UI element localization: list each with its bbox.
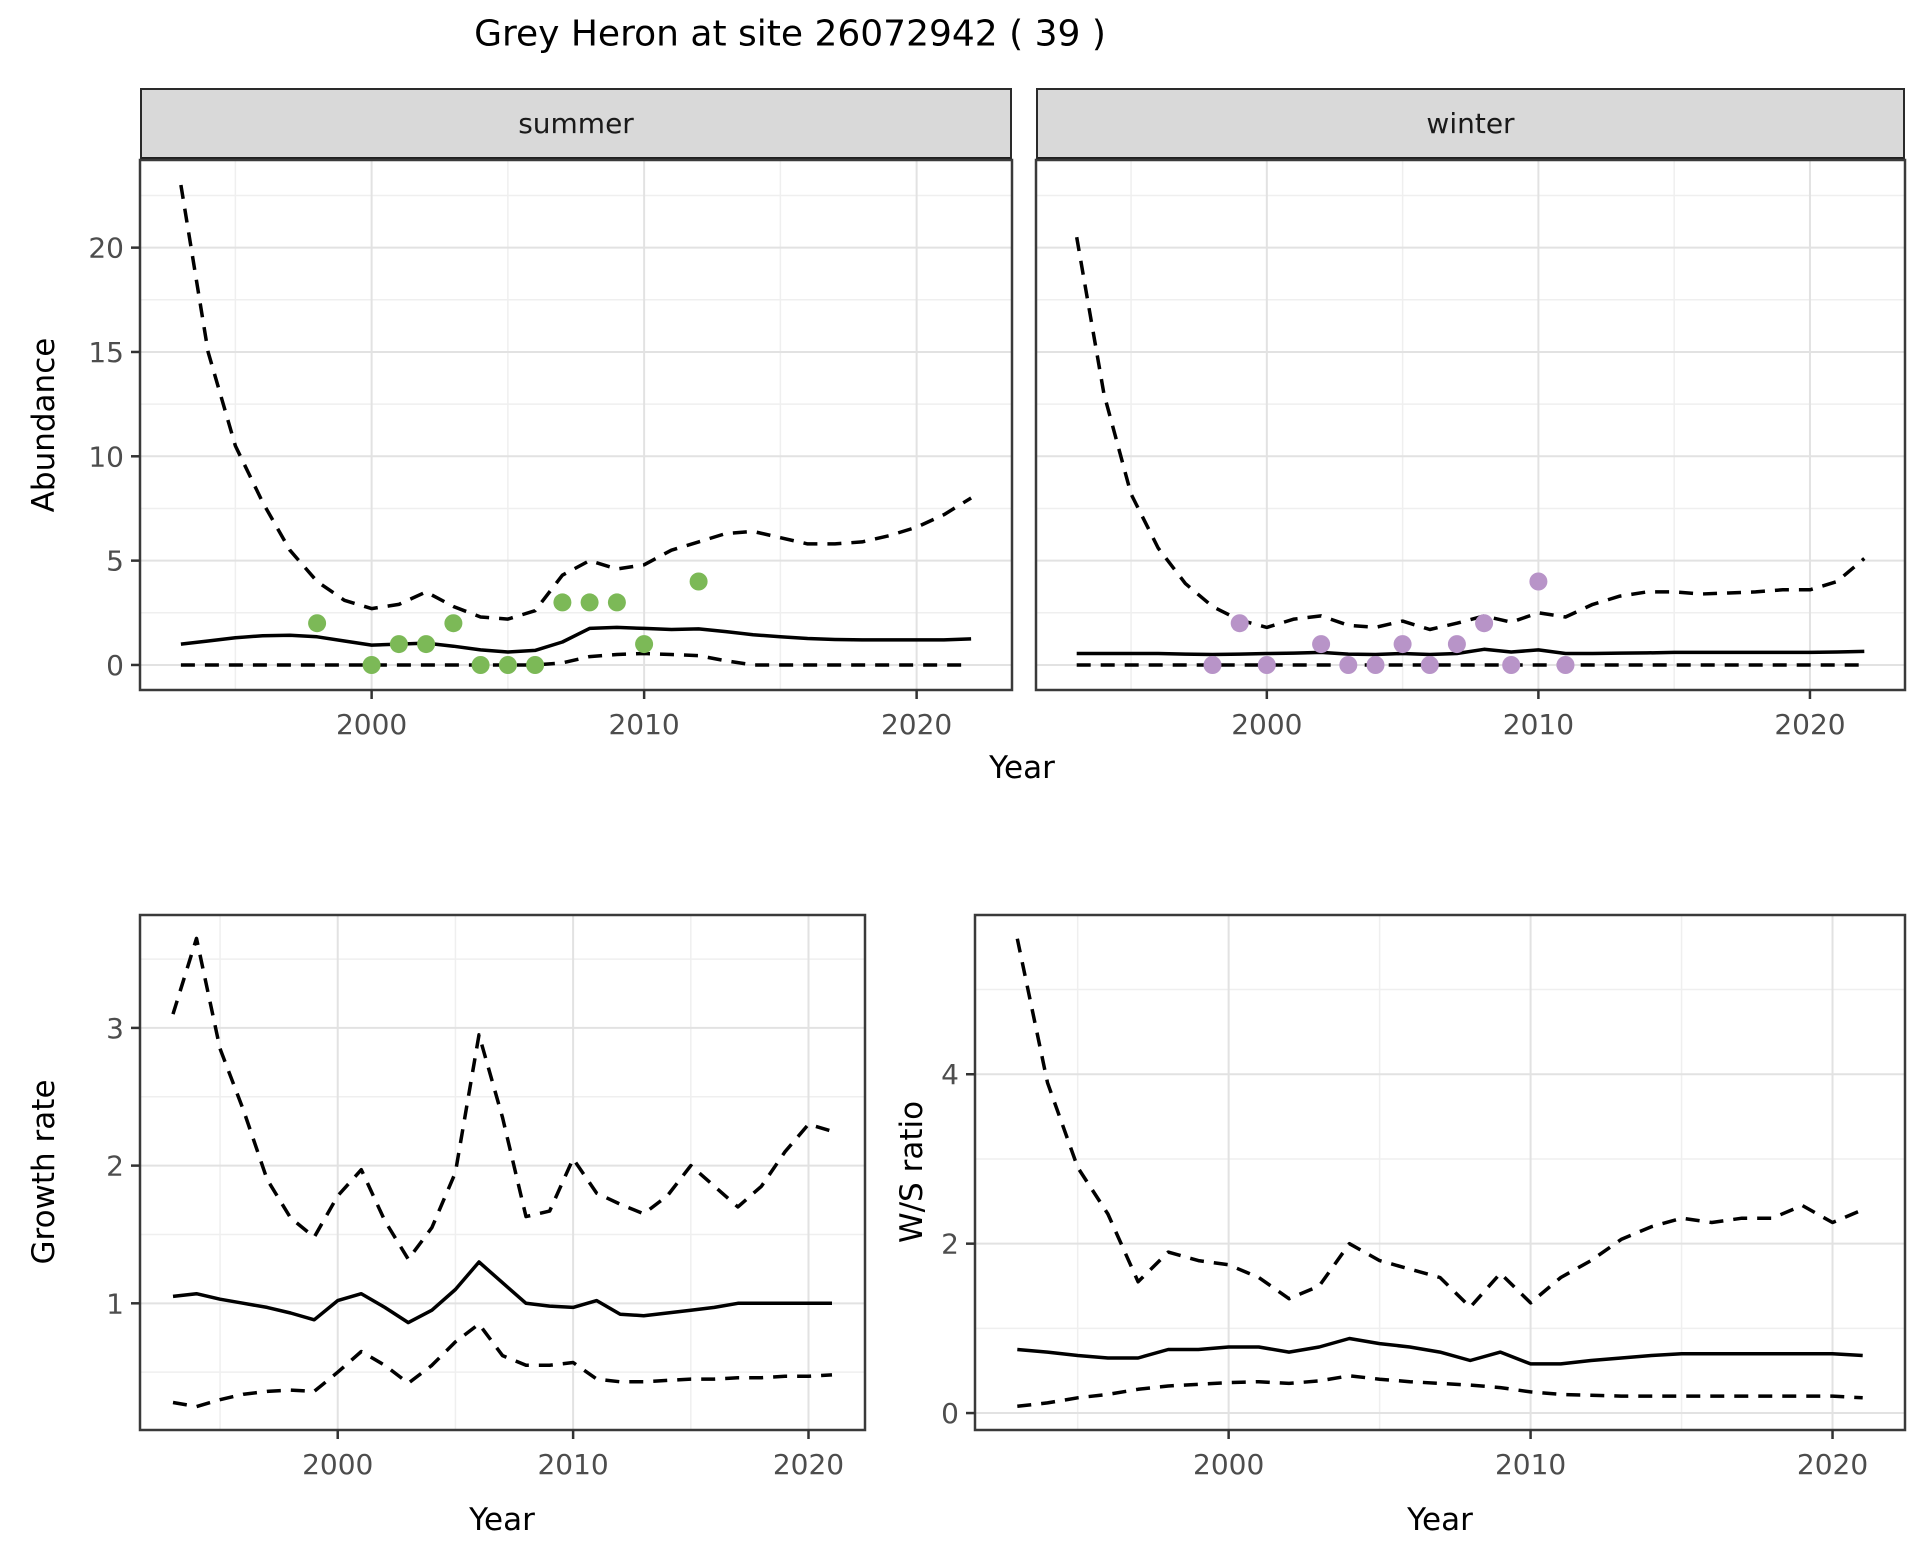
panel-growth: 2000 2010 2020 1 2 3 (106, 913, 867, 1481)
y-tick-label: 0 (941, 1397, 959, 1430)
series-median (1017, 1336, 1863, 1366)
data-point-summer (362, 656, 381, 674)
data-point-summer (417, 635, 436, 654)
x-tick-label: 2010 (537, 1448, 608, 1481)
data-point-summer (553, 593, 572, 612)
series-upper_CI (1015, 938, 1864, 1309)
data-point-summer (498, 656, 517, 674)
x-tick-label: 2010 (1495, 1448, 1566, 1481)
series-median (1076, 647, 1865, 657)
data-point-winter (1203, 656, 1222, 674)
panel-abundance_winter: 2000 2010 2020 (1034, 158, 1907, 741)
x-tick-label: 2000 (1231, 708, 1302, 741)
data-point-winter (1447, 635, 1466, 654)
x-tick-label: 2020 (1774, 708, 1845, 741)
data-point-summer (635, 635, 654, 654)
data-point-summer (580, 593, 599, 612)
data-point-winter (1556, 656, 1575, 674)
data-point-summer (607, 593, 626, 612)
data-point-winter (1257, 656, 1276, 674)
x-tick-label: 2000 (1193, 1448, 1264, 1481)
data-point-winter (1393, 635, 1412, 654)
panel-ws: 2000 2010 2020 0 2 4 (941, 913, 1907, 1481)
y-tick-label: 2 (941, 1228, 959, 1261)
series-upper_CI (179, 184, 973, 621)
facet-strip-summer-label: summer (518, 107, 634, 140)
data-point-winter (1529, 572, 1548, 591)
x-tick-label: 2010 (608, 708, 679, 741)
x-tick-label: 2010 (1503, 708, 1574, 741)
series-upper_CI (1074, 236, 1866, 632)
y-tick-label: 3 (106, 1012, 124, 1045)
data-point-summer (444, 614, 463, 633)
data-point-winter (1312, 635, 1331, 654)
series-median (172, 1260, 832, 1325)
x-tick-label: 2000 (302, 1448, 373, 1481)
y-tick-label: 4 (941, 1058, 959, 1091)
y-tick-label: 20 (88, 232, 124, 265)
data-point-summer (389, 635, 408, 654)
y-tick-label: 5 (106, 545, 124, 578)
x-axis-title-year-bottom-right: Year (1407, 1502, 1473, 1538)
data-point-winter (1366, 656, 1385, 674)
x-axis-title-year-top: Year (989, 750, 1055, 786)
data-point-summer (689, 572, 708, 591)
data-point-winter (1420, 656, 1439, 674)
y-tick-label: 10 (88, 440, 124, 473)
x-tick-label: 2020 (881, 708, 952, 741)
y-tick-label: 1 (106, 1287, 124, 1320)
series-lower_CI (1017, 1374, 1863, 1409)
y-tick-label: 15 (88, 336, 124, 369)
x-axis-title-year-bottom-left: Year (469, 1502, 535, 1538)
data-point-winter (1502, 656, 1521, 674)
data-point-summer (308, 614, 327, 633)
series-upper_CI (171, 936, 833, 1262)
data-point-winter (1475, 614, 1494, 633)
facet-strip-winter-label: winter (1426, 107, 1515, 140)
data-point-summer (526, 656, 545, 674)
data-point-winter (1230, 614, 1249, 633)
y-tick-label: 2 (106, 1150, 124, 1183)
facet-strip-winter: winter (1036, 88, 1905, 160)
series-median (180, 625, 972, 654)
x-tick-label: 2020 (773, 1448, 844, 1481)
data-point-winter (1339, 656, 1358, 674)
facet-strip-summer: summer (140, 88, 1012, 160)
series-lower_CI (172, 1322, 833, 1409)
data-point-summer (471, 656, 490, 674)
y-tick-label: 0 (106, 649, 124, 682)
x-tick-label: 2000 (336, 708, 407, 741)
x-tick-label: 2020 (1797, 1448, 1868, 1481)
page-title: Grey Heron at site 26072942 ( 39 ) (474, 13, 1106, 55)
panel-abundance_summer: 2000 2010 2020 0 5 10 15 20 (88, 158, 1014, 741)
series-lower_CI (180, 651, 972, 667)
